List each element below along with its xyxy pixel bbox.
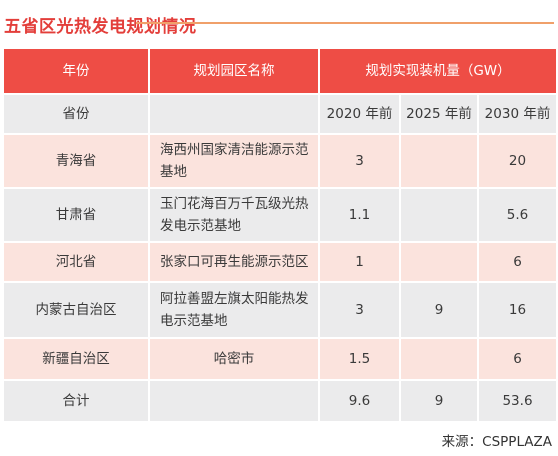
value-2030-cell: 5.6 bbox=[476, 187, 558, 243]
source-note: 来源：CSPPLAZA bbox=[441, 434, 552, 450]
value-2020-cell: 1.1 bbox=[318, 187, 401, 243]
province-cell: 河北省 bbox=[2, 241, 150, 283]
total-row: 合计 9.6 9 53.6 bbox=[2, 379, 558, 423]
subheader-2030: 2030 年前 bbox=[476, 93, 558, 135]
table-row: 内蒙古自治区 阿拉善盟左旗太阳能热发电示范基地 3 9 16 bbox=[2, 281, 558, 339]
table-row: 新疆自治区 哈密市 1.5 6 bbox=[2, 337, 558, 381]
value-2025-cell bbox=[399, 241, 479, 283]
total-label-cell: 合计 bbox=[2, 379, 150, 423]
value-2020-cell: 1.5 bbox=[318, 337, 401, 381]
header-capacity: 规划实现装机量（GW） bbox=[317, 47, 558, 95]
subheader-2025: 2025 年前 bbox=[399, 93, 479, 135]
table-row: 甘肃省 玉门花海百万千瓦级光热发电示范基地 1.1 5.6 bbox=[2, 187, 558, 243]
value-2030-cell: 6 bbox=[476, 241, 558, 283]
subheader-park bbox=[148, 93, 320, 135]
header-park: 规划园区名称 bbox=[148, 47, 320, 95]
total-2020-cell: 9.6 bbox=[318, 379, 401, 423]
subheader-2020: 2020 年前 bbox=[318, 93, 401, 135]
park-cell: 哈密市 bbox=[148, 337, 320, 381]
value-2020-cell: 3 bbox=[318, 281, 401, 339]
province-cell: 甘肃省 bbox=[2, 187, 150, 243]
value-2030-cell: 20 bbox=[476, 133, 558, 189]
table-row: 河北省 张家口可再生能源示范区 1 6 bbox=[2, 241, 558, 283]
province-cell: 新疆自治区 bbox=[2, 337, 150, 381]
park-cell: 海西州国家清洁能源示范基地 bbox=[148, 133, 320, 189]
value-2025-cell bbox=[399, 187, 479, 243]
value-2020-cell: 1 bbox=[318, 241, 401, 283]
value-2025-cell bbox=[399, 133, 479, 189]
province-cell: 青海省 bbox=[2, 133, 150, 189]
value-2030-cell: 6 bbox=[476, 337, 558, 381]
table-row: 青海省 海西州国家清洁能源示范基地 3 20 bbox=[2, 133, 558, 189]
capacity-table: 年份 规划园区名称 规划实现装机量（GW） 省份 2020 年前 2025 年前… bbox=[2, 47, 558, 423]
total-park-cell bbox=[148, 379, 320, 423]
park-cell: 玉门花海百万千瓦级光热发电示范基地 bbox=[148, 187, 320, 243]
value-2025-cell: 9 bbox=[399, 281, 479, 339]
title-divider bbox=[136, 22, 554, 24]
value-2020-cell: 3 bbox=[318, 133, 401, 189]
table-subheader-row: 省份 2020 年前 2025 年前 2030 年前 bbox=[2, 93, 558, 135]
header-year: 年份 bbox=[2, 47, 150, 95]
province-cell: 内蒙古自治区 bbox=[2, 281, 150, 339]
park-cell: 张家口可再生能源示范区 bbox=[148, 241, 320, 283]
park-cell: 阿拉善盟左旗太阳能热发电示范基地 bbox=[148, 281, 320, 339]
subheader-province: 省份 bbox=[2, 93, 150, 135]
table-header-row: 年份 规划园区名称 规划实现装机量（GW） bbox=[2, 47, 558, 95]
page-title: 五省区光热发电规划情况 bbox=[4, 17, 197, 37]
value-2025-cell bbox=[399, 337, 479, 381]
total-2030-cell: 53.6 bbox=[476, 379, 558, 423]
total-2025-cell: 9 bbox=[399, 379, 479, 423]
value-2030-cell: 16 bbox=[476, 281, 558, 339]
